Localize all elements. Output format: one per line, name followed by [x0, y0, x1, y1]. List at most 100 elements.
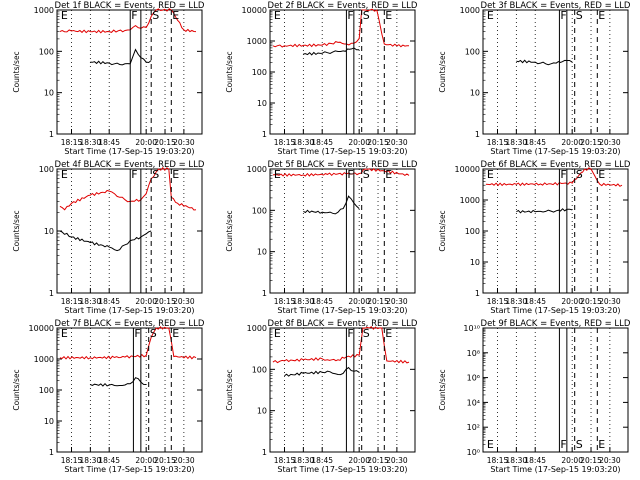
y-tick-label: 10	[470, 89, 480, 98]
events-series-line	[59, 230, 152, 252]
x-tick-label: 18:30	[80, 456, 102, 465]
y-tick-label: 1	[475, 130, 480, 139]
event-marker-label: E	[598, 168, 605, 181]
lld-series-line	[272, 326, 410, 364]
x-tick-label: 20:15	[580, 456, 602, 465]
x-tick-label: 18:45	[311, 138, 333, 147]
panel-title: Det 5f BLACK = Events, RED = LLD	[268, 160, 418, 170]
y-tick-label: 1	[49, 130, 54, 139]
x-axis-label: Start Time (17-Sep-15 19:03:20)	[277, 465, 407, 474]
x-tick-label: 18:30	[293, 138, 315, 147]
plot-frame	[482, 168, 629, 294]
x-tick-label: 18:30	[506, 297, 528, 306]
y-tick-label: 10000	[242, 6, 267, 15]
event-marker-label: F	[560, 9, 566, 22]
y-tick-label: 100	[252, 206, 267, 215]
x-axis-label: Start Time (17-Sep-15 19:03:20)	[64, 306, 194, 315]
panel-title: Det 4f BLACK = Events, RED = LLD	[55, 160, 205, 170]
x-tick-label: 18:45	[98, 138, 120, 147]
event-marker-label: F	[560, 438, 566, 451]
y-axis-label: Counts/sec	[438, 210, 447, 251]
x-tick-label: 20:00	[561, 297, 583, 306]
y-tick-label: 1	[475, 289, 480, 298]
event-marker-label: S	[363, 9, 370, 22]
plot-frame	[269, 9, 416, 135]
event-marker-label: E	[61, 9, 68, 22]
x-axis-label: Start Time (17-Sep-15 19:03:20)	[64, 465, 194, 474]
x-tick-label: 20:00	[135, 456, 157, 465]
x-tick-label: 20:15	[367, 456, 389, 465]
event-marker-label: E	[61, 168, 68, 181]
x-tick-label: 20:15	[154, 456, 176, 465]
event-marker-label: F	[131, 9, 137, 22]
plot-frame	[482, 327, 629, 453]
y-tick-label: 10	[257, 99, 267, 108]
x-tick-label: 20:30	[599, 297, 621, 306]
event-marker-label: S	[363, 327, 370, 340]
x-tick-label: 20:30	[599, 456, 621, 465]
lld-series-line	[272, 8, 409, 48]
detector-panel: Det 1f BLACK = Events, RED = LLD 1 10 100 10…	[12, 1, 205, 156]
event-marker-label: E	[274, 327, 281, 340]
y-tick-label: 100	[39, 47, 54, 56]
y-tick-label: 10	[470, 258, 480, 267]
event-marker-label: F	[347, 327, 353, 340]
event-marker-label: F	[131, 168, 137, 181]
event-marker-label: E	[172, 9, 179, 22]
x-tick-label: 18:15	[61, 297, 83, 306]
x-tick-label: 20:15	[367, 297, 389, 306]
event-marker-label: S	[363, 168, 370, 181]
x-tick-label: 20:00	[348, 138, 370, 147]
y-axis-label: Counts/sec	[225, 51, 234, 92]
y-tick-label: 1000	[460, 196, 480, 205]
y-axis-label: Counts/sec	[225, 210, 234, 251]
event-marker-label: F	[134, 327, 140, 340]
x-tick-label: 20:30	[599, 138, 621, 147]
panel-title: Det 9f BLACK = Events, RED = LLD	[481, 319, 631, 329]
x-tick-label: 18:15	[487, 456, 509, 465]
event-marker-label: F	[560, 168, 566, 181]
lld-series-line	[485, 167, 623, 187]
event-marker-label: F	[347, 9, 353, 22]
lld-series-line	[59, 326, 197, 360]
x-tick-label: 20:30	[386, 297, 408, 306]
event-marker-label: E	[598, 9, 605, 22]
x-tick-label: 18:15	[61, 456, 83, 465]
y-tick-label: 10²	[467, 423, 480, 432]
y-tick-label: 10	[257, 407, 267, 416]
detector-panel: Det 3f BLACK = Events, RED = LLD 1 10 100 10…	[438, 1, 631, 156]
detector-panel: Det 6f BLACK = Events, RED = LLD 1 10 100 10…	[438, 160, 631, 315]
x-tick-label: 20:15	[154, 297, 176, 306]
event-marker-label: S	[576, 438, 583, 451]
x-tick-label: 20:15	[367, 138, 389, 147]
y-tick-label: 1	[49, 289, 54, 298]
y-axis-label: Counts/sec	[225, 369, 234, 410]
x-tick-label: 18:45	[98, 297, 120, 306]
events-series-line	[90, 48, 152, 66]
x-tick-label: 18:15	[274, 297, 296, 306]
event-marker-label: E	[274, 9, 281, 22]
plot-frame	[269, 168, 416, 294]
event-marker-label: E	[598, 438, 605, 451]
y-tick-label: 10⁰	[467, 448, 480, 457]
events-series-line	[90, 377, 147, 387]
x-tick-label: 18:15	[61, 138, 83, 147]
event-marker-label: E	[487, 438, 494, 451]
x-tick-label: 18:30	[80, 138, 102, 147]
y-tick-label: 100	[39, 165, 54, 174]
y-axis-label: Counts/sec	[12, 210, 21, 251]
x-tick-label: 18:30	[80, 297, 102, 306]
x-tick-label: 20:30	[173, 297, 195, 306]
event-marker-label: E	[172, 327, 179, 340]
x-tick-label: 20:00	[135, 138, 157, 147]
events-series-line	[284, 366, 360, 377]
y-tick-label: 100	[465, 227, 480, 236]
y-tick-label: 10	[44, 227, 54, 236]
x-tick-label: 18:45	[524, 138, 546, 147]
y-tick-label: 10⁶	[467, 374, 480, 383]
detector-panel: Det 8f BLACK = Events, RED = LLD 1 10 100 10…	[225, 319, 418, 474]
event-marker-label: S	[576, 168, 583, 181]
y-tick-label: 100	[39, 386, 54, 395]
x-axis-label: Start Time (17-Sep-15 19:03:20)	[277, 147, 407, 156]
